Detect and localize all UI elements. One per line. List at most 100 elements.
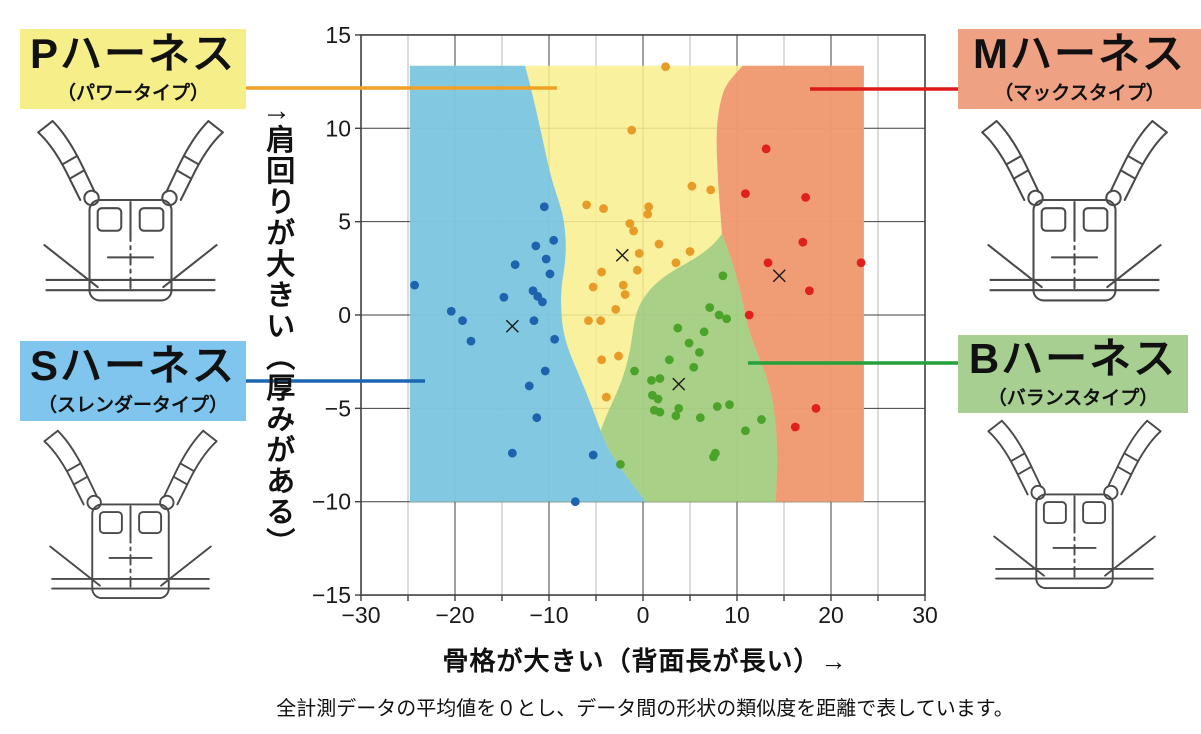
data-point-s bbox=[510, 260, 520, 269]
data-point-m bbox=[804, 286, 814, 296]
data-point-b bbox=[695, 347, 704, 357]
data-point-m bbox=[801, 192, 811, 202]
data-point-p bbox=[629, 226, 638, 236]
data-point-m bbox=[741, 189, 750, 199]
data-point-m bbox=[761, 144, 771, 154]
data-point-s bbox=[540, 366, 550, 376]
x-axis-title: 骨格が大きい（背面長が長い）→ bbox=[442, 646, 848, 676]
data-point-b bbox=[630, 366, 639, 376]
m-harness-title: Mハーネス bbox=[973, 30, 1186, 78]
data-point-b bbox=[653, 394, 663, 404]
data-point-p bbox=[643, 209, 653, 219]
harness-line-drawing-icon bbox=[972, 112, 1177, 330]
y-axis-title: ↑肩回りが大きい（厚みがある） bbox=[261, 108, 294, 559]
data-point-p bbox=[599, 204, 608, 213]
harness-diagram-bottom-right bbox=[972, 416, 1177, 612]
data-point-b bbox=[647, 375, 656, 385]
x-tick-label: −30 bbox=[341, 602, 380, 628]
y-tick-label: 0 bbox=[338, 302, 351, 328]
harness-line-drawing-icon bbox=[28, 112, 233, 330]
data-point-p bbox=[627, 125, 637, 135]
data-point-p bbox=[687, 181, 697, 191]
data-point-s bbox=[529, 316, 539, 326]
data-point-b bbox=[673, 323, 683, 333]
data-point-b bbox=[718, 271, 728, 281]
data-point-s bbox=[531, 241, 541, 251]
centroid-marker-b bbox=[672, 377, 686, 391]
m-harness-subtitle: （マックスタイプ） bbox=[994, 82, 1165, 104]
data-point-s bbox=[499, 292, 509, 302]
data-point-s bbox=[410, 280, 419, 290]
data-point-m bbox=[763, 258, 773, 268]
data-point-b bbox=[655, 374, 665, 383]
data-point-s bbox=[588, 450, 598, 460]
data-point-b bbox=[712, 402, 722, 411]
data-point-p bbox=[706, 185, 716, 195]
cluster-region-b bbox=[600, 233, 778, 502]
data-point-b bbox=[671, 411, 681, 421]
data-point-b bbox=[699, 327, 709, 337]
data-point-s bbox=[541, 254, 551, 264]
data-point-b bbox=[741, 426, 750, 436]
x-tick-label: 10 bbox=[724, 602, 750, 628]
data-point-p bbox=[654, 239, 664, 249]
data-point-p bbox=[618, 280, 628, 290]
data-point-b bbox=[655, 407, 665, 417]
y-tick-label: 5 bbox=[338, 209, 351, 235]
data-point-s bbox=[538, 297, 547, 307]
data-point-s bbox=[570, 497, 580, 507]
data-point-p bbox=[597, 267, 607, 277]
data-point-p bbox=[614, 351, 623, 361]
p-harness-title: Pハーネス bbox=[29, 30, 236, 78]
data-point-p bbox=[625, 219, 635, 228]
m-harness-label: Mハーネス （マックスタイプ） bbox=[958, 29, 1201, 109]
data-point-p bbox=[584, 316, 593, 326]
data-point-p bbox=[582, 200, 591, 210]
data-point-s bbox=[466, 336, 476, 346]
data-point-s bbox=[446, 306, 456, 316]
data-point-b bbox=[689, 362, 699, 372]
x-tick-label: −10 bbox=[529, 602, 568, 628]
x-tick-label: 20 bbox=[818, 602, 844, 628]
data-point-s bbox=[539, 202, 549, 212]
centroid-marker-m bbox=[772, 269, 786, 283]
s-harness-title: Sハーネス bbox=[29, 342, 236, 390]
cluster-regions bbox=[409, 65, 864, 502]
data-point-s bbox=[532, 413, 542, 423]
y-tick-label: 10 bbox=[325, 115, 351, 141]
data-point-p bbox=[597, 355, 607, 365]
y-tick-label: −10 bbox=[312, 489, 351, 515]
data-point-b bbox=[664, 355, 674, 365]
y-tick-label: −5 bbox=[325, 395, 351, 421]
y-tick-label: −15 bbox=[312, 582, 351, 608]
data-point-b bbox=[684, 338, 694, 348]
data-point-p bbox=[611, 304, 621, 314]
y-tick-label: 15 bbox=[325, 22, 351, 48]
data-point-p bbox=[661, 62, 670, 72]
harness-diagram-top-left bbox=[28, 112, 233, 330]
harness-line-drawing-icon bbox=[28, 426, 233, 622]
data-point-p bbox=[644, 202, 654, 212]
p-harness-label: Pハーネス （パワータイプ） bbox=[20, 29, 246, 109]
data-point-p bbox=[588, 282, 598, 292]
harness-diagram-bottom-left bbox=[28, 426, 233, 622]
data-point-s bbox=[550, 334, 560, 344]
s-harness-subtitle: （スレンダータイプ） bbox=[37, 394, 228, 416]
s-harness-label: Sハーネス （スレンダータイプ） bbox=[20, 341, 246, 421]
centroid-marker-p bbox=[615, 248, 629, 262]
data-point-b bbox=[616, 459, 625, 469]
data-point-s bbox=[507, 448, 517, 458]
chart-caption: 全計測データの平均値を０とし、データ間の形状の類似度を距離で表しています。 bbox=[276, 698, 1014, 720]
data-point-s bbox=[545, 269, 555, 279]
data-point-s bbox=[549, 235, 559, 245]
x-tick-label: −20 bbox=[435, 602, 474, 628]
data-point-p bbox=[671, 258, 681, 268]
data-point-s bbox=[458, 316, 467, 326]
b-harness-label: Bハーネス （バランスタイプ） bbox=[958, 335, 1188, 413]
data-point-m bbox=[798, 237, 808, 247]
data-point-b bbox=[674, 403, 684, 413]
data-point-b bbox=[714, 310, 724, 320]
data-point-p bbox=[601, 392, 611, 402]
b-harness-title: Bハーネス bbox=[968, 335, 1178, 383]
data-point-b bbox=[722, 314, 732, 324]
